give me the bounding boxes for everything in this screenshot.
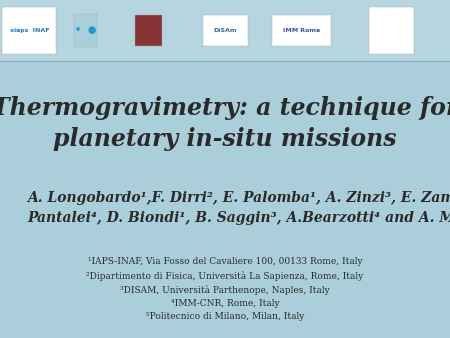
Bar bbox=[202, 15, 248, 46]
Text: A. Longobardo¹,F. Dirri², E. Palomba¹, A. Zinzi³, E. Zampetti⁴, S.
Pantalei⁴, D.: A. Longobardo¹,F. Dirri², E. Palomba¹, A… bbox=[27, 191, 450, 225]
Text: •  ●: • ● bbox=[75, 25, 96, 35]
Bar bbox=[0, 0, 450, 61]
Bar bbox=[135, 15, 162, 46]
Bar bbox=[272, 15, 331, 46]
Text: DiSAm: DiSAm bbox=[213, 28, 237, 33]
Bar bbox=[2, 7, 56, 54]
Text: Thermogravimetry: a technique for
planetary in-situ missions: Thermogravimetry: a technique for planet… bbox=[0, 96, 450, 151]
Text: IMM Roma: IMM Roma bbox=[283, 28, 320, 33]
Bar bbox=[369, 7, 414, 54]
Text: xiaps  INAF: xiaps INAF bbox=[9, 28, 49, 33]
Bar bbox=[74, 14, 97, 47]
Text: ¹IAPS-INAF, Via Fosso del Cavaliere 100, 00133 Rome, Italy
²Dipartimento di Fisi: ¹IAPS-INAF, Via Fosso del Cavaliere 100,… bbox=[86, 258, 364, 320]
